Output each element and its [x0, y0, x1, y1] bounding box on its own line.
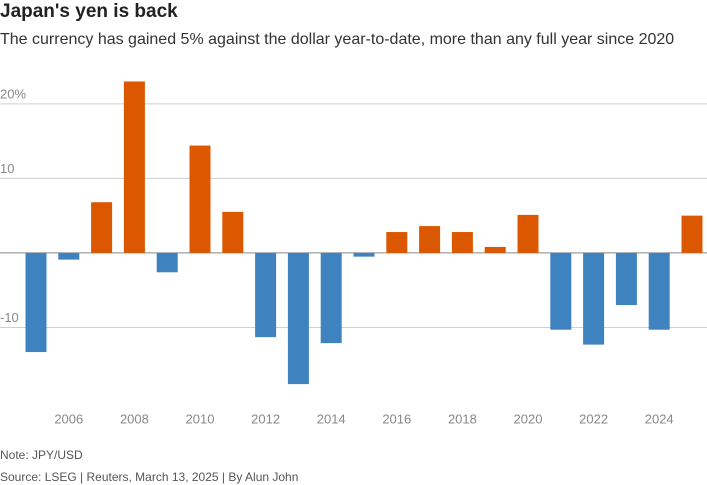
bar [287, 252, 309, 385]
y-tick-label: -10 [0, 310, 19, 325]
x-tick-label: 2012 [251, 411, 280, 426]
x-tick-label: 2020 [514, 411, 543, 426]
bar [419, 226, 441, 253]
bar [91, 202, 113, 253]
bar [517, 214, 539, 253]
bar [681, 215, 703, 253]
chart-subtitle: The currency has gained 5% against the d… [0, 31, 674, 48]
bar [58, 252, 80, 260]
x-tick-label: 2024 [645, 411, 674, 426]
bar [189, 145, 211, 253]
bar [451, 232, 473, 253]
y-tick-label: 20% [0, 86, 26, 101]
bar [25, 252, 47, 353]
bar [550, 252, 572, 330]
source: Source: LSEG | Reuters, March 13, 2025 |… [0, 470, 298, 484]
bar [320, 252, 342, 344]
bar [484, 246, 506, 253]
x-tick-label: 2010 [186, 411, 215, 426]
bar [583, 252, 605, 345]
y-tick-label: 10 [0, 161, 14, 176]
bar [648, 252, 670, 330]
note: Note: JPY/USD [0, 448, 83, 462]
bar [222, 211, 244, 253]
bar [255, 252, 277, 338]
x-tick-label: 2008 [120, 411, 149, 426]
x-tick-label: 2016 [382, 411, 411, 426]
x-tick-label: 2006 [54, 411, 83, 426]
x-tick-label: 2022 [579, 411, 608, 426]
bar [123, 81, 145, 253]
x-tick-label: 2014 [317, 411, 346, 426]
x-tick-label: 2018 [448, 411, 477, 426]
bar [353, 252, 375, 257]
chart-title: Japan's yen is back [0, 1, 178, 22]
bar [386, 232, 408, 253]
bar [156, 252, 178, 273]
bar [615, 252, 637, 306]
